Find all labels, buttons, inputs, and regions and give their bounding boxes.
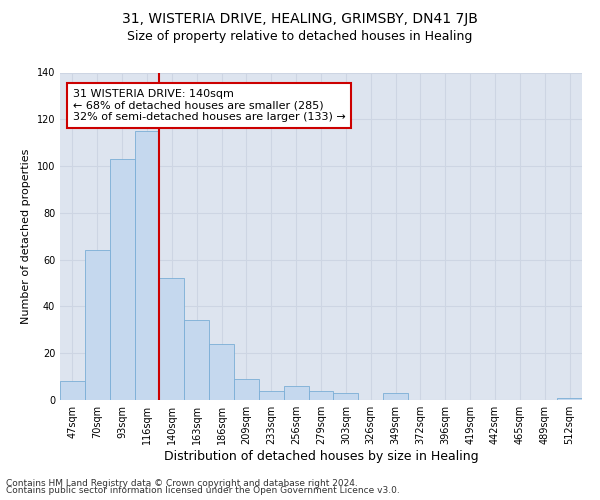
Bar	[209, 344, 234, 400]
Bar	[110, 159, 134, 400]
Bar	[308, 390, 334, 400]
Bar	[234, 379, 259, 400]
Bar	[284, 386, 308, 400]
Bar	[259, 390, 284, 400]
Bar	[557, 398, 582, 400]
Text: 31, WISTERIA DRIVE, HEALING, GRIMSBY, DN41 7JB: 31, WISTERIA DRIVE, HEALING, GRIMSBY, DN…	[122, 12, 478, 26]
X-axis label: Distribution of detached houses by size in Healing: Distribution of detached houses by size …	[164, 450, 478, 463]
Text: Size of property relative to detached houses in Healing: Size of property relative to detached ho…	[127, 30, 473, 43]
Bar	[60, 382, 85, 400]
Text: Contains public sector information licensed under the Open Government Licence v3: Contains public sector information licen…	[6, 486, 400, 495]
Bar	[184, 320, 209, 400]
Bar	[160, 278, 184, 400]
Bar	[134, 131, 160, 400]
Text: Contains HM Land Registry data © Crown copyright and database right 2024.: Contains HM Land Registry data © Crown c…	[6, 478, 358, 488]
Bar	[383, 393, 408, 400]
Text: 31 WISTERIA DRIVE: 140sqm
← 68% of detached houses are smaller (285)
32% of semi: 31 WISTERIA DRIVE: 140sqm ← 68% of detac…	[73, 89, 346, 122]
Bar	[85, 250, 110, 400]
Y-axis label: Number of detached properties: Number of detached properties	[21, 148, 31, 324]
Bar	[334, 393, 358, 400]
